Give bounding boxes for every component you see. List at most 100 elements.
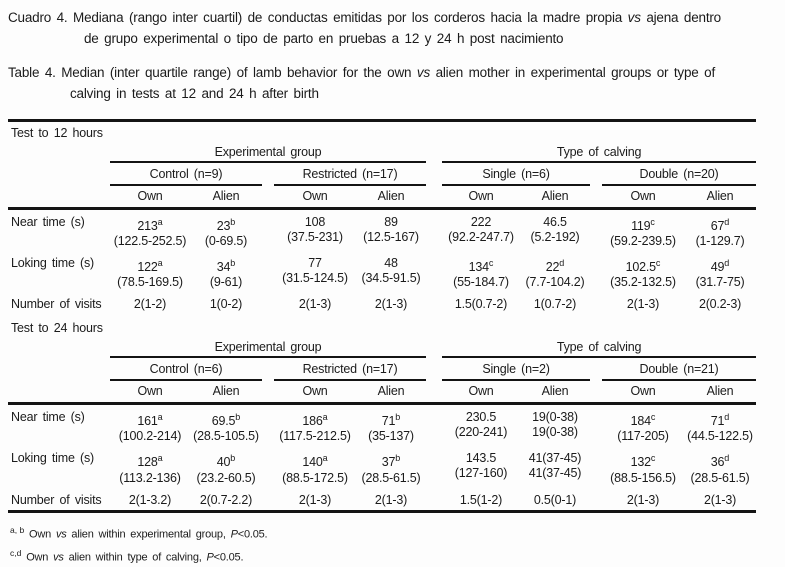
cell-value: 119c: [631, 217, 655, 234]
significance-superscript: a: [157, 217, 163, 227]
column-gap: [426, 143, 442, 162]
column-header: Restricted (n=17): [274, 357, 426, 382]
column-subheader: Alien: [520, 380, 590, 406]
value-cell: 2(1-3): [602, 487, 684, 513]
significance-superscript: d: [724, 217, 730, 227]
value-cell: 49d (31.7-75): [684, 251, 756, 292]
column-gap: [590, 162, 602, 185]
cell-value: 34b: [216, 258, 236, 275]
cell-value: 23b: [216, 217, 236, 234]
cell-value: 1.5(0.7-2): [454, 297, 508, 312]
column-subheader: Own: [602, 380, 684, 406]
row-label-spacer: [8, 143, 110, 162]
footnote-p-italic: P: [230, 528, 238, 541]
cell-range: (31.7-75): [695, 275, 745, 290]
caption-vs-italic: vs: [416, 65, 430, 80]
cell-value: 69.5b: [211, 412, 241, 429]
row-label: Number of visits: [11, 297, 102, 312]
cell-range: (28.5-61.5): [690, 470, 750, 485]
significance-superscript: c: [650, 453, 656, 464]
column-subheader: Own: [274, 380, 356, 406]
column-gap: [426, 251, 442, 292]
column-header: Control (n=9): [110, 162, 262, 186]
cell-range: (34.5-91.5): [361, 271, 421, 286]
significance-superscript: b: [395, 453, 401, 464]
value-cell: 132c (88.5-156.5): [602, 446, 684, 487]
value-cell: 2(0.2-3): [684, 292, 756, 314]
column-gap: [590, 487, 602, 513]
row-label: Near time (s): [11, 410, 85, 425]
table-row: Near time (s) 161a (100.2-214) 69.5b (28.5-1…: [8, 404, 756, 447]
value-cell: 2(1-3.2): [110, 487, 190, 513]
column-gap: [262, 251, 274, 292]
significance-superscript: a: [157, 412, 163, 423]
value-cell: 1(0-2): [190, 292, 262, 314]
value-cell: 89 (12.5-167): [356, 209, 426, 252]
significance-superscript: a: [322, 453, 328, 464]
column-gap: [590, 380, 602, 406]
column-subheader: Own: [110, 380, 190, 406]
group-spanner-header: Type of calving: [442, 338, 757, 359]
column-subheader: Alien: [684, 380, 757, 406]
subheader-row: Own Alien Own Alien Own Alien Own Alien: [8, 380, 757, 406]
cell-range: (0-69.5): [204, 234, 248, 249]
table-row: Number of visits 2(1-2) 1(0-2) 2(1-3) 2(1-3)…: [8, 292, 756, 314]
value-cell: 0.5(0-1): [520, 487, 590, 513]
section-row: Test to 24 hours: [8, 314, 756, 338]
value-cell: 119c (59.2-239.5): [602, 209, 684, 252]
cell-range: (23.2-60.5): [196, 470, 256, 485]
footnote-sup: a, b: [10, 524, 25, 535]
cell-range: (127-160): [454, 466, 508, 481]
cell-range: (12.5-167): [363, 230, 419, 244]
row-label: Loking time (s): [11, 451, 94, 466]
column-gap: [262, 292, 274, 314]
cell-value: 22d: [545, 258, 565, 275]
value-cell: 2(1-3): [602, 292, 684, 314]
value-cell: 46.5 (5.2-192): [520, 209, 590, 252]
cell-range: (88.5-172.5): [282, 470, 348, 485]
cell-value: 222: [470, 215, 492, 229]
cell-value: 49d: [710, 258, 730, 275]
column-gap: [426, 446, 442, 487]
column-gap: [426, 357, 442, 380]
column-gap: [590, 292, 602, 314]
cell-range: (1-129.7): [695, 234, 745, 249]
cell-value: 67d: [710, 217, 730, 234]
cell-value: 2(0.2-3): [698, 297, 742, 312]
column-gap: [590, 357, 602, 380]
cell-range: (28.5-61.5): [361, 470, 421, 485]
footnotes: a, b Own vs alien within experimental gr…: [8, 521, 777, 567]
column-subheader: Alien: [520, 185, 590, 210]
value-cell: 2(1-3): [274, 487, 356, 513]
column-subheader: Own: [274, 185, 356, 210]
column-gap: [262, 162, 274, 185]
cell-value: 134c: [468, 258, 494, 275]
cell-value: 230.5: [465, 410, 497, 425]
value-cell: 41(37-45) 41(37-45): [520, 446, 590, 487]
significance-superscript: a: [157, 453, 163, 464]
column-gap: [590, 185, 602, 210]
row-label-spacer: [8, 162, 110, 185]
value-cell: 2(1-3): [274, 292, 356, 314]
cell-range: 41(37-45): [528, 466, 582, 481]
cell-value: 186a: [302, 412, 328, 429]
row-label-spacer: [8, 338, 110, 357]
value-cell: 161a (100.2-214): [110, 404, 190, 447]
significance-superscript: b: [395, 412, 401, 423]
column-gap: [426, 338, 442, 357]
column-header: Single (n=6): [442, 162, 590, 186]
caption-en-line2: calving in tests at 12 and 24 h after bi…: [70, 86, 319, 101]
value-cell: 77 (31.5-124.5): [274, 251, 356, 292]
cell-value: 1.5(1-2): [459, 492, 503, 507]
row-label-spacer: [8, 357, 110, 380]
cell-range: (37.5-231): [287, 230, 343, 244]
cell-range: (100.2-214): [118, 429, 182, 444]
cell-value: 2(1-3.2): [128, 492, 172, 507]
value-cell: 23b (0-69.5): [190, 209, 262, 252]
value-cell: 108 (37.5-231): [274, 209, 356, 252]
footnote-text: alien within experimental group,: [71, 528, 226, 541]
value-cell: 34b (9-61): [190, 251, 262, 292]
cell-range: (92.2-247.7): [448, 230, 514, 244]
footnote-p-italic: P: [206, 551, 214, 564]
value-cell: 40b (23.2-60.5): [190, 446, 262, 487]
